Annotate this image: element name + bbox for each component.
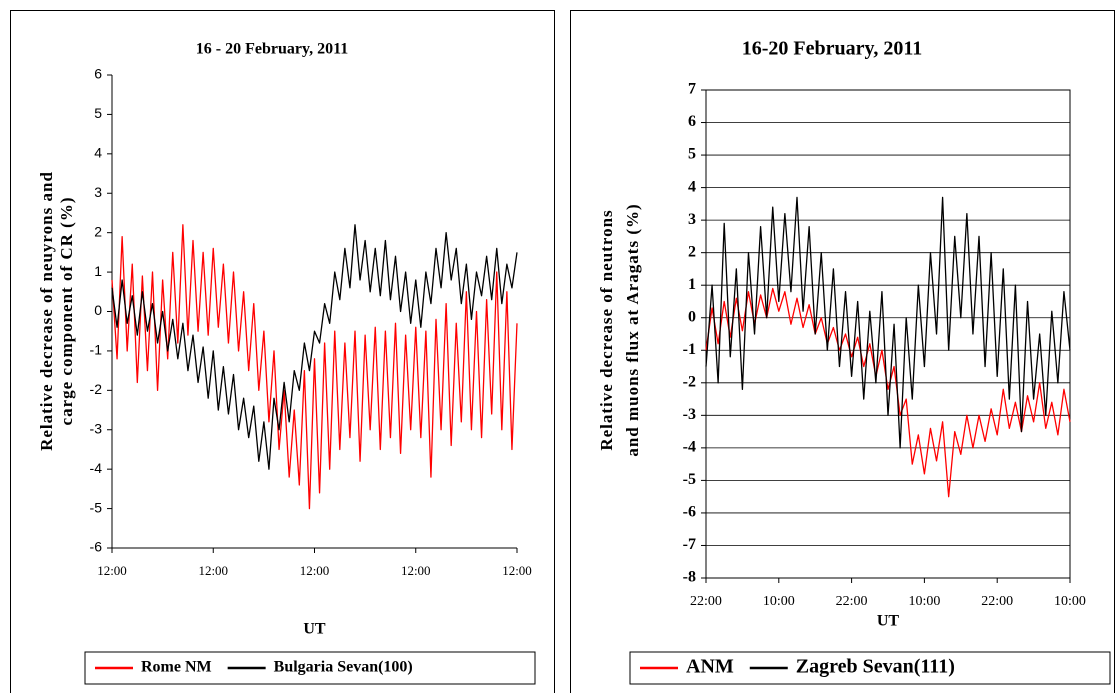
legend-label: Bulgaria Sevan(100)	[274, 659, 413, 676]
series-line	[705, 196, 1071, 449]
x-axis-label: UT	[877, 613, 900, 630]
chart-title: 16-20 February, 2011	[742, 38, 923, 60]
x-axis-label: UT	[303, 621, 326, 638]
y-tick-label: -5	[683, 471, 696, 488]
y-tick-label: 6	[688, 113, 696, 130]
y-tick-label: 1	[94, 263, 102, 279]
y-tick-label: 0	[94, 302, 102, 318]
y-tick-label: -3	[90, 420, 103, 436]
x-tick-label: 12:00	[300, 563, 330, 578]
x-tick-label: 12:00	[198, 563, 228, 578]
legend-label: Zagreb Sevan(111)	[796, 656, 955, 678]
x-tick-label: 10:00	[1054, 594, 1086, 609]
x-tick-label: 12:00	[97, 563, 127, 578]
x-tick-label: 10:00	[908, 594, 940, 609]
plot-frame	[705, 89, 1071, 579]
y-tick-label: -4	[683, 439, 696, 456]
x-tick-label: 12:00	[401, 563, 431, 578]
y-tick-label: -1	[90, 342, 103, 358]
y-tick-label: 7	[688, 81, 696, 98]
x-tick-label: 12:00	[502, 563, 532, 578]
y-tick-label: 0	[688, 308, 696, 325]
legend-label: ANM	[686, 656, 734, 678]
y-tick-label: -7	[683, 536, 696, 553]
y-tick-label: 5	[94, 105, 102, 121]
y-tick-label: -3	[683, 406, 696, 423]
y-tick-label: -6	[683, 504, 696, 521]
y-tick-label: 3	[94, 184, 102, 200]
panel-frame	[570, 10, 1115, 693]
y-tick-label: -1	[683, 341, 696, 358]
y-tick-label: 1	[688, 276, 696, 293]
y-axis-label: carge component of CR (%)	[57, 197, 76, 426]
y-tick-label: -8	[683, 569, 696, 586]
y-tick-label: -2	[683, 373, 696, 390]
x-tick-label: 22:00	[836, 594, 868, 609]
y-tick-label: 5	[688, 146, 696, 163]
x-tick-label: 10:00	[763, 594, 795, 609]
y-tick-label: 3	[688, 211, 696, 228]
series-line	[111, 224, 518, 510]
legend-box	[84, 651, 536, 685]
x-tick-label: 22:00	[690, 594, 722, 609]
y-tick-label: -5	[90, 499, 103, 515]
chart-title: 16 - 20 February, 2011	[196, 41, 348, 58]
legend-label: Rome NM	[141, 659, 212, 676]
y-axis-label: Relative decrease of neuyrons and	[37, 171, 56, 451]
legend-box	[629, 651, 1111, 685]
y-tick-label: -6	[90, 539, 103, 555]
series-line	[111, 224, 518, 470]
x-tick-label: 22:00	[981, 594, 1013, 609]
y-tick-label: 4	[688, 178, 696, 195]
y-axis-label: and muons flux at Aragats (%)	[623, 203, 642, 456]
y-tick-label: 2	[688, 243, 696, 260]
y-axis-label: Relative decrease of neutrons	[597, 209, 616, 450]
y-tick-label: 6	[94, 66, 102, 82]
y-tick-label: -2	[90, 381, 103, 397]
y-tick-label: 2	[94, 223, 102, 239]
y-tick-label: 4	[94, 145, 102, 161]
y-tick-label: -4	[90, 460, 103, 476]
